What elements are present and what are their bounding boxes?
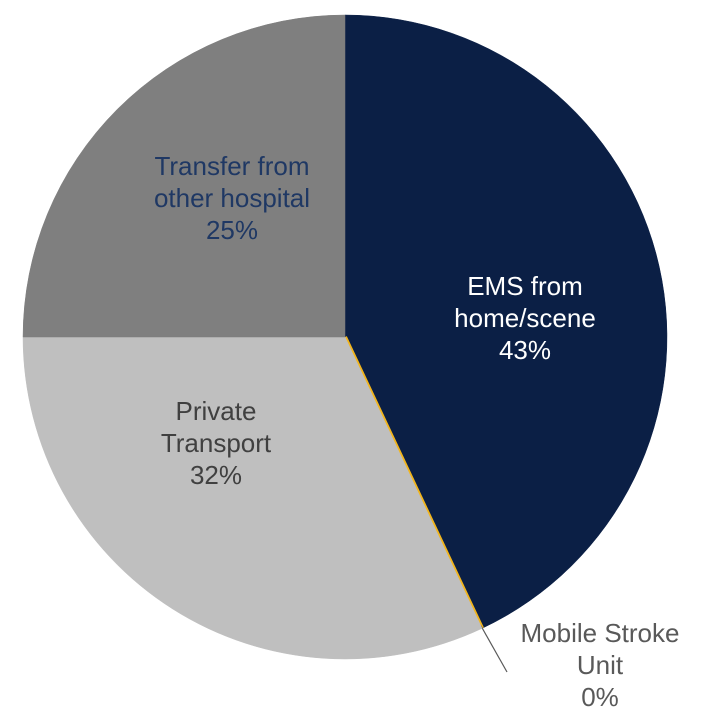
category-label: EMS from home/scene [454,271,596,333]
value-label: 25% [205,215,259,245]
leader-line [480,625,508,673]
category-label: Mobile Stroke Unit [520,618,680,680]
value-label: 0% [581,682,619,712]
pie-slice [22,336,483,660]
value-label: 43% [498,335,552,365]
slice-label: Private Transport 32% [131,395,301,491]
pie-slice [344,14,668,629]
category-label: Private Transport [160,396,272,458]
category-label: Transfer from other hospital [153,151,311,213]
value-label: 32% [189,460,243,490]
pie-slice [22,14,346,338]
slice-label: Transfer from other hospital 25% [147,150,317,246]
slice-label: Mobile Stroke Unit 0% [515,617,685,713]
slice-label: EMS from home/scene 43% [425,270,625,366]
